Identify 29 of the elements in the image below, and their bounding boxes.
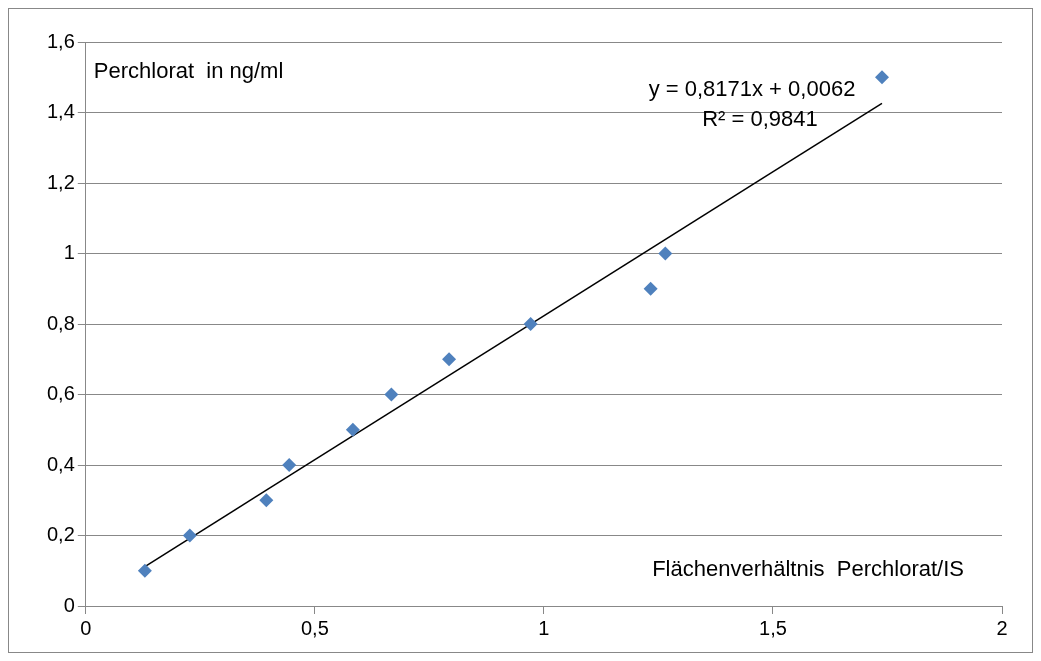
y-tick-label: 1 — [63, 241, 75, 264]
point — [182, 528, 197, 543]
point — [658, 246, 673, 261]
point — [282, 458, 297, 472]
x-tick-label: 0 — [80, 616, 92, 639]
x-tick-label: 1,5 — [759, 616, 787, 639]
point — [523, 317, 538, 331]
x-axis-title: Flächenverhältnis Perchlorat/IS — [652, 556, 964, 582]
point — [442, 352, 457, 367]
y-tick-label: 0 — [63, 593, 75, 616]
x-tick-label: 2 — [996, 616, 1008, 639]
x-tick-label: 0,5 — [300, 616, 329, 639]
y-axis-title: Perchlorat in ng/ml — [93, 58, 284, 84]
y-tick-label: 0,6 — [46, 382, 75, 405]
x-tick-label: 1 — [538, 616, 550, 639]
annotation: R² = 0,9841 — [702, 106, 818, 132]
y-tick-label: 1,2 — [46, 170, 75, 193]
point — [137, 563, 152, 578]
annotation: y = 0,8171x + 0,0062 — [648, 76, 856, 102]
point — [643, 281, 658, 296]
y-tick-label: 0,4 — [46, 452, 75, 475]
point — [874, 70, 889, 85]
point — [384, 387, 399, 402]
y-tick-label: 0,2 — [46, 523, 75, 546]
y-tick-label: 0,8 — [46, 311, 75, 334]
point — [345, 422, 360, 437]
point — [259, 493, 274, 508]
y-tick-label: 1,6 — [46, 29, 75, 52]
y-tick-label: 1,4 — [46, 100, 75, 123]
